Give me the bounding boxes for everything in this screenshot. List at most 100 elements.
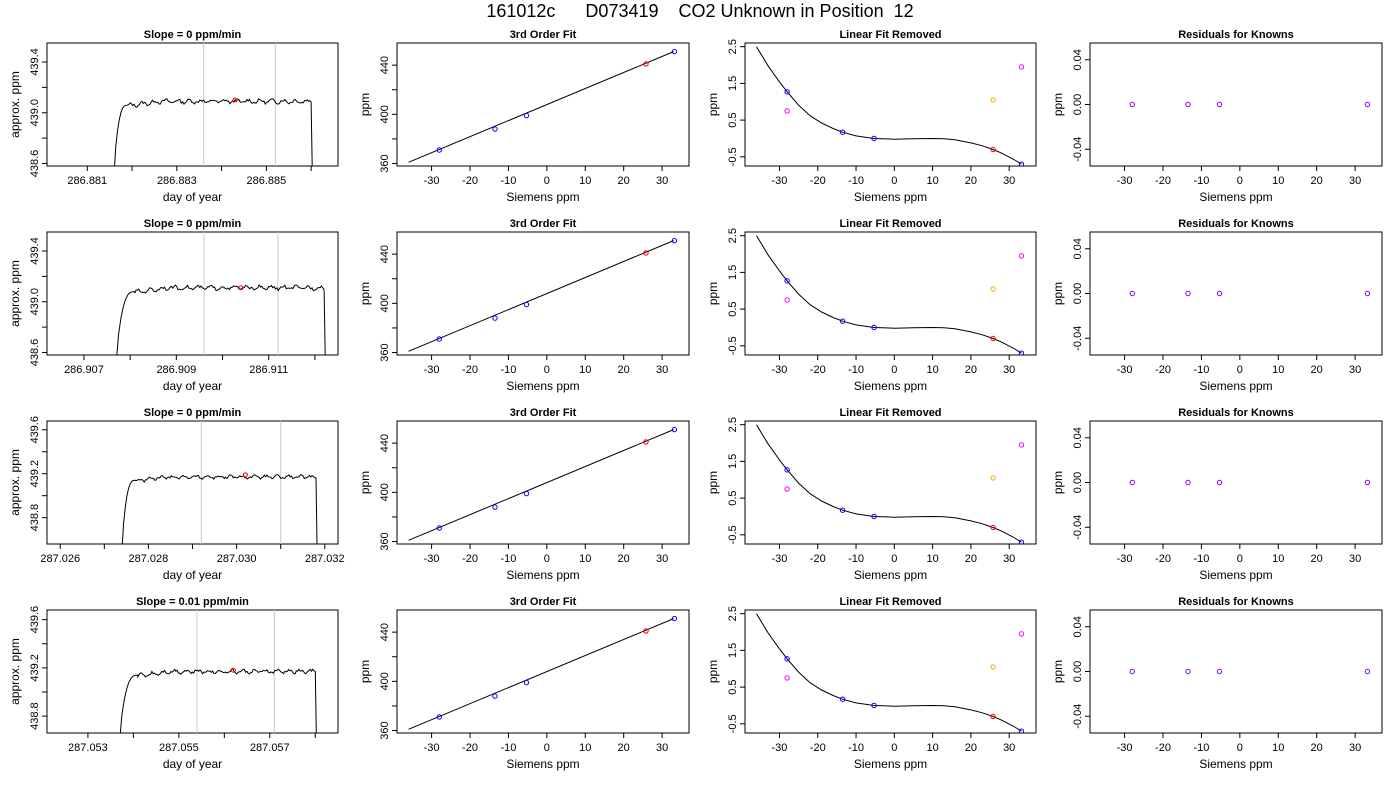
plot-frame: [396, 420, 690, 545]
y-tick-label: -0.5: [727, 336, 739, 355]
y-axis-label: approx. ppm: [8, 260, 22, 327]
x-tick-label: -10: [1193, 742, 1209, 754]
plot-area: [756, 424, 1025, 544]
plot-area: [408, 426, 678, 541]
y-tick-label: 0.5: [727, 112, 739, 127]
panel-1-1: 3rd Order Fit -30 -20 -10 0 10 20 30 360 400 440 Si…: [358, 218, 690, 393]
quadratic-point: [1018, 253, 1025, 259]
x-axis-label: Siemens ppm: [854, 190, 927, 204]
x-tick-label: -20: [810, 742, 826, 754]
x-tick-label: -20: [810, 553, 826, 565]
y-tick-label: 439.6: [29, 606, 41, 634]
x-axis-label: Siemens ppm: [1199, 190, 1272, 204]
unknown-marker: [238, 285, 244, 291]
trace-line: [114, 98, 313, 166]
x-tick-label: -10: [848, 175, 864, 187]
trace-line: [119, 668, 317, 733]
known-point: [1018, 728, 1025, 733]
plot-area: [408, 237, 678, 352]
x-tick-label: -20: [462, 364, 478, 376]
quadratic-point: [784, 108, 790, 114]
panel-title: Residuals for Knowns: [1178, 218, 1294, 230]
x-tick-label: 20: [965, 553, 977, 565]
residual-point: [1216, 668, 1223, 675]
y-tick-label: -0.04: [1072, 137, 1084, 162]
x-tick-label: 0: [891, 742, 897, 754]
y-tick-label: 440: [379, 56, 391, 74]
residual-point: [1185, 668, 1191, 675]
residual-point: [1185, 479, 1191, 486]
known-point: [784, 89, 790, 95]
panel-2-1: 3rd Order Fit -30 -20 -10 0 10 20 30 360 400 440 Si…: [358, 407, 690, 582]
y-tick-label: 439.4: [29, 237, 41, 265]
y-tick-label: 439.6: [29, 416, 41, 444]
panel-2-2: Linear Fit Removed -30 -20 -10 0 10 20 30 -0.5 0.…: [706, 407, 1037, 582]
residual-point: [1185, 290, 1191, 297]
plot-area: [756, 235, 1025, 355]
y-tick-label: 360: [379, 343, 391, 361]
x-tick-label: 30: [1003, 175, 1015, 187]
y-tick-label: 400: [379, 672, 391, 690]
linear-point: [990, 97, 996, 103]
known-point: [671, 615, 678, 622]
x-tick-label: 30: [656, 742, 668, 754]
plot-frame: [744, 609, 1037, 734]
plot-area: [756, 46, 1025, 166]
linear-point: [990, 286, 996, 292]
x-axis-label: Siemens ppm: [506, 379, 579, 393]
known-point: [1018, 539, 1025, 544]
residual-point: [1364, 668, 1371, 675]
residual-point: [1364, 290, 1371, 297]
known-point: [436, 147, 442, 153]
plot-area: [408, 48, 678, 163]
panel-title: Linear Fit Removed: [839, 596, 941, 608]
fit-line: [408, 618, 674, 730]
known-point: [492, 693, 498, 699]
unknown-point: [643, 250, 649, 256]
y-tick-label: -0.04: [1072, 704, 1084, 729]
known-point: [871, 513, 877, 520]
panel-0-3: Residuals for Knowns -30 -20 -10 0 10 20 30 -0.0…: [1051, 29, 1383, 204]
x-tick-label: 30: [656, 175, 668, 187]
y-tick-label: 440: [379, 623, 391, 641]
known-point: [671, 48, 678, 55]
x-tick-label: -10: [848, 364, 864, 376]
residual-point: [1216, 290, 1223, 297]
x-axis-label: day of year: [163, 757, 222, 771]
known-point: [671, 426, 678, 433]
known-point: [839, 696, 846, 702]
known-point: [1018, 161, 1025, 166]
y-tick-label: 439.2: [29, 460, 41, 488]
x-tick-label: -30: [424, 364, 440, 376]
x-tick-label: 10: [926, 742, 938, 754]
quadratic-point: [1018, 442, 1025, 448]
y-tick-label: 2.5: [727, 417, 739, 432]
x-tick-label: 0: [891, 175, 897, 187]
panel-title: 3rd Order Fit: [510, 596, 577, 608]
x-tick-label: 286.907: [64, 364, 104, 376]
y-tick-label: 360: [379, 532, 391, 550]
known-point: [1018, 350, 1025, 355]
y-tick-label: 1.5: [727, 265, 739, 280]
quadratic-point: [784, 297, 790, 303]
x-tick-label: -30: [772, 175, 788, 187]
x-tick-label: -20: [810, 175, 826, 187]
panel-title: Slope = 0 ppm/min: [144, 407, 242, 419]
y-axis-label: ppm: [1051, 282, 1065, 305]
x-tick-label: 0: [544, 553, 550, 565]
x-tick-label: 287.026: [40, 553, 80, 565]
x-tick-label: -10: [1193, 175, 1209, 187]
known-point: [492, 504, 498, 510]
panel-title: 3rd Order Fit: [510, 218, 577, 230]
x-tick-label: 287.032: [305, 553, 345, 565]
x-tick-label: -30: [1117, 742, 1133, 754]
x-tick-label: 30: [656, 364, 668, 376]
x-tick-label: 287.057: [250, 742, 290, 754]
unknown-point: [990, 524, 996, 531]
plot-frame: [744, 42, 1037, 167]
panel-0-1: 3rd Order Fit -30 -20 -10 0 10 20 30 360 400 440 Si…: [358, 29, 690, 204]
x-tick-label: 0: [544, 364, 550, 376]
x-axis-label: Siemens ppm: [506, 757, 579, 771]
residual-point: [1216, 479, 1223, 486]
x-tick-label: 20: [618, 553, 630, 565]
